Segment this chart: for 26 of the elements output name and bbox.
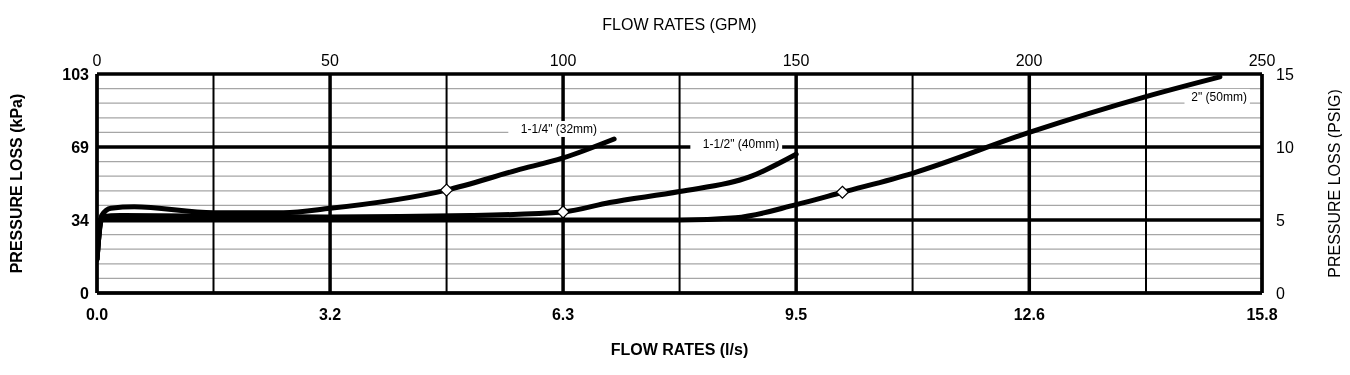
x2-axis-title: FLOW RATES (GPM) bbox=[602, 16, 757, 33]
x-tick-label: 12.6 bbox=[1013, 306, 1045, 324]
x2-tick-label: 50 bbox=[321, 52, 339, 69]
x2-tick-label: 150 bbox=[782, 52, 810, 69]
y-tick-label: 0 bbox=[80, 284, 90, 302]
x2-tick-label: 250 bbox=[1248, 52, 1276, 69]
x2-tick-label: 0 bbox=[92, 52, 102, 69]
y-tick-label: 34 bbox=[71, 211, 90, 229]
series-label: 1-1/2" (40mm) bbox=[702, 137, 780, 152]
x-axis-title: FLOW RATES (l/s) bbox=[610, 341, 749, 358]
x2-tick-label: 100 bbox=[549, 52, 577, 69]
x-tick-label: 3.2 bbox=[318, 306, 342, 324]
series-label: 1-1/4" (32mm) bbox=[520, 121, 598, 136]
y2-tick-label: 10 bbox=[1276, 138, 1294, 156]
y-axis-title: PRESSURE LOSS (kPa) bbox=[7, 93, 25, 274]
y2-tick-label: 5 bbox=[1276, 211, 1285, 229]
y-tick-label: 103 bbox=[62, 65, 90, 83]
y2-tick-label: 15 bbox=[1276, 65, 1294, 83]
y-tick-label: 69 bbox=[71, 138, 90, 156]
y2-tick-label: 0 bbox=[1276, 284, 1285, 302]
x-tick-label: 9.5 bbox=[785, 306, 808, 324]
x-tick-label: 15.8 bbox=[1246, 306, 1278, 324]
x-tick-label: 6.3 bbox=[551, 306, 575, 324]
x2-tick-label: 200 bbox=[1015, 52, 1043, 69]
series-label: 2" (50mm) bbox=[1191, 89, 1247, 104]
x-tick-label: 0.0 bbox=[85, 306, 109, 324]
